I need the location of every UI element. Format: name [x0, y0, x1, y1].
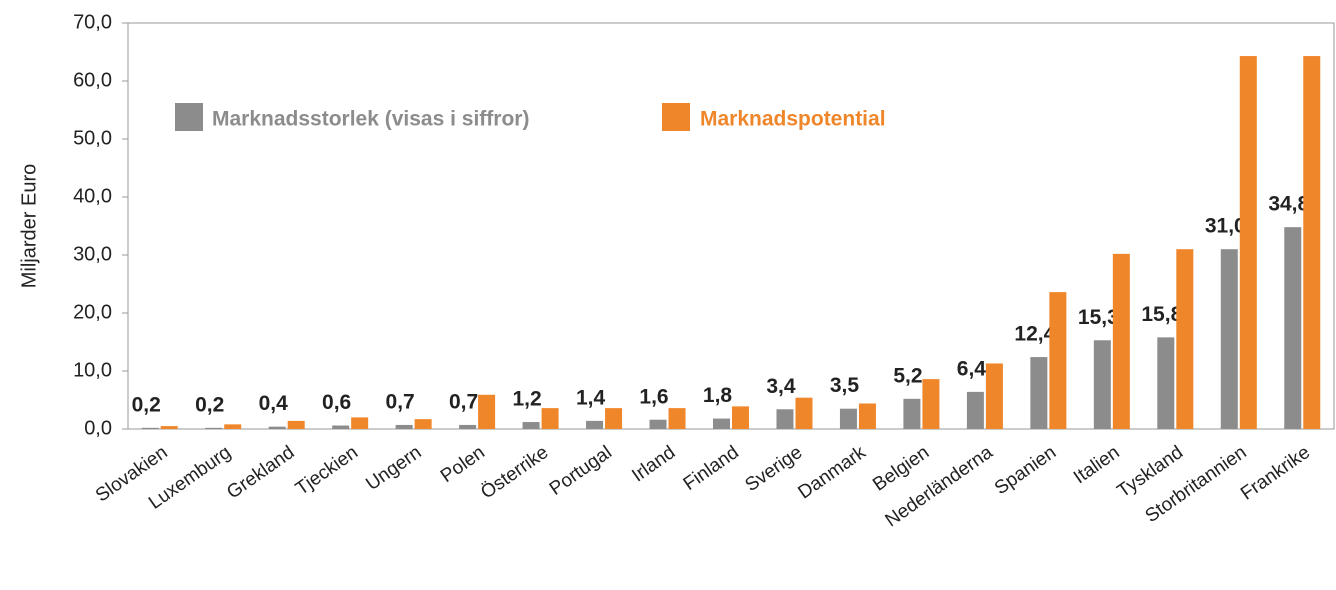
- bar: [1176, 249, 1194, 429]
- bar: [922, 379, 940, 429]
- bar: [732, 406, 749, 429]
- legend-swatch: [175, 103, 203, 131]
- bar: [224, 424, 242, 429]
- x-tick-label: Finland: [680, 442, 743, 495]
- y-tick-label: 0,0: [84, 417, 112, 439]
- data-label: 34,8: [1268, 193, 1309, 216]
- bar: [605, 408, 623, 429]
- bar: [332, 425, 350, 429]
- bar: [351, 417, 369, 429]
- bar: [478, 394, 496, 429]
- x-tick-label: Ungern: [362, 442, 425, 495]
- bar: [1030, 357, 1048, 429]
- bar: [858, 403, 876, 429]
- x-tick-label: Italien: [1070, 442, 1124, 488]
- bar: [522, 422, 540, 429]
- bar: [839, 408, 857, 429]
- plot-frame: [127, 22, 1335, 430]
- y-tick-label: 70,0: [73, 11, 112, 33]
- bar: [205, 427, 223, 429]
- bar: [903, 398, 921, 429]
- x-tick-label: Frankrike: [1237, 442, 1314, 505]
- x-tick-label: Tjeckien: [292, 442, 362, 500]
- y-tick-label: 30,0: [73, 243, 112, 265]
- bar: [287, 420, 305, 429]
- bar: [713, 418, 730, 429]
- data-label: 1,4: [576, 386, 606, 409]
- data-label: 1,6: [639, 385, 668, 408]
- legend-swatch: [662, 103, 690, 131]
- data-label: 1,2: [512, 388, 541, 411]
- x-tick-label: Polen: [437, 442, 489, 487]
- x-tick-label: Österrike: [477, 442, 552, 503]
- y-tick-label: 50,0: [73, 127, 112, 149]
- x-tick-label: Nederländerna: [882, 442, 997, 532]
- legend-label: Marknadsstorlek (visas i siffror): [212, 108, 529, 131]
- data-label: 0,4: [259, 392, 289, 415]
- data-label: 15,8: [1141, 303, 1182, 326]
- bar: [1157, 337, 1175, 429]
- bar: [649, 419, 667, 429]
- data-label: 12,4: [1014, 323, 1055, 346]
- bar: [1303, 56, 1321, 430]
- data-label: 0,6: [322, 391, 351, 414]
- y-tick-label: 60,0: [73, 69, 112, 91]
- bar: [414, 419, 432, 429]
- bar: [141, 427, 159, 429]
- bar: [966, 391, 984, 429]
- bar: [1049, 292, 1067, 429]
- data-label: 5,2: [893, 364, 922, 387]
- data-label: 15,3: [1078, 306, 1119, 329]
- data-label: 1,8: [703, 384, 733, 407]
- bar: [586, 420, 604, 429]
- bar: [1112, 253, 1130, 429]
- bar: [160, 426, 178, 429]
- bar: [985, 363, 1003, 429]
- data-label: 3,5: [830, 374, 860, 397]
- y-tick-label: 20,0: [73, 301, 112, 323]
- y-axis-label: Miljarder Euro: [18, 164, 40, 288]
- data-label: 0,2: [132, 393, 161, 416]
- bar: [459, 424, 477, 429]
- x-tick-label: Irland: [628, 442, 679, 486]
- bar: [1093, 340, 1111, 429]
- y-tick-label: 10,0: [73, 359, 112, 381]
- y-tick-label: 40,0: [73, 185, 112, 207]
- x-tick-label: Portugal: [546, 442, 616, 500]
- data-label: 6,4: [957, 357, 987, 380]
- data-label: 0,2: [195, 393, 224, 416]
- bar: [1284, 227, 1302, 429]
- x-tick-label: Danmark: [795, 442, 871, 504]
- legend-label: Marknadspotential: [700, 108, 886, 131]
- bar: [541, 408, 559, 429]
- x-tick-label: Grekland: [223, 442, 298, 503]
- bar: [668, 408, 686, 429]
- bar: [795, 397, 813, 429]
- bar: [1220, 249, 1238, 429]
- bar: [268, 426, 286, 429]
- data-label: 0,7: [449, 390, 478, 413]
- data-label: 31,0: [1205, 215, 1246, 238]
- data-label: 0,7: [386, 390, 415, 413]
- bar: [1239, 56, 1257, 430]
- x-tick-label: Spanien: [991, 442, 1060, 499]
- data-label: 3,4: [766, 375, 796, 398]
- bar: [776, 409, 794, 429]
- bar: [395, 424, 413, 429]
